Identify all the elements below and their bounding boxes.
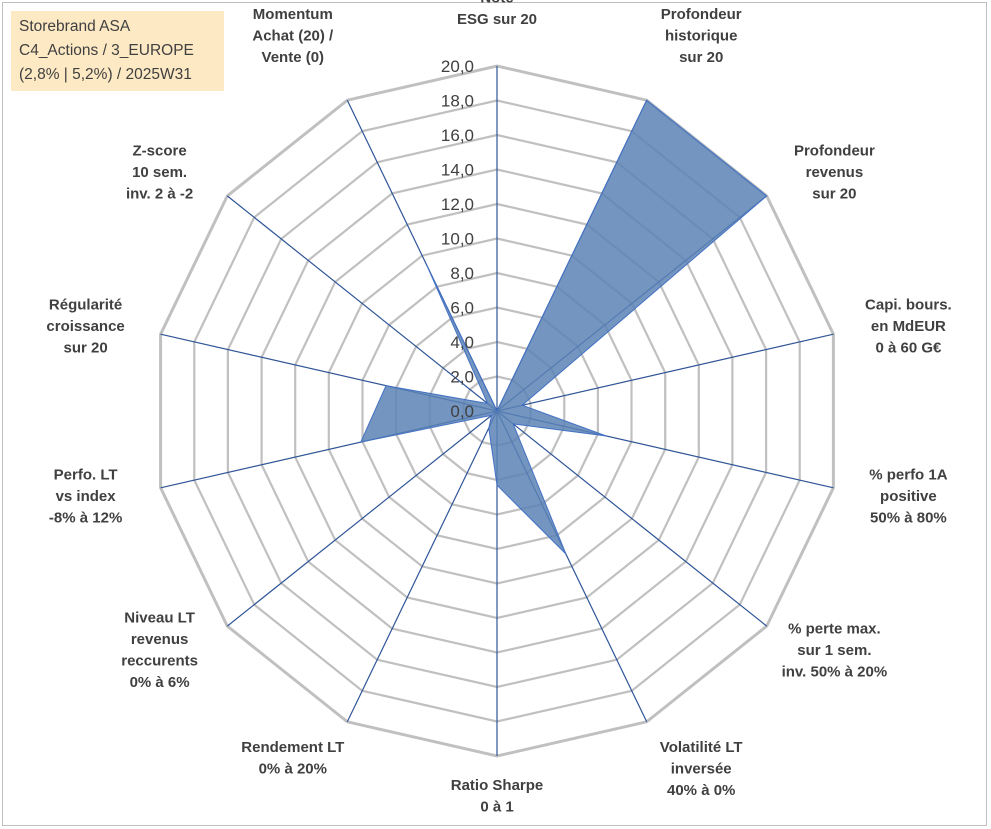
tick-label: 2,0 xyxy=(450,368,474,387)
axis-spoke xyxy=(226,195,498,412)
axis-spoke xyxy=(346,410,498,723)
tick-label: 10,0 xyxy=(441,230,474,249)
axis-label: Profondeur historique sur 20 xyxy=(661,6,742,66)
axis-label: Volatilité LT inversée 40% à 0% xyxy=(660,739,743,799)
axis-label: Capi. bours. en MdEUR 0 à 60 G€ xyxy=(865,296,952,356)
info-period: (2,8% | 5,2%) / 2025W31 xyxy=(19,66,192,83)
info-box: Storebrand ASA C4_Actions / 3_EUROPE (2,… xyxy=(11,11,224,91)
axis-label: % perfo 1A positive 50% à 80% xyxy=(869,467,948,527)
axis-label: Z-score 10 sem. inv. 2 à -2 xyxy=(126,143,193,203)
axis-spoke xyxy=(496,410,768,627)
info-company: Storebrand ASA xyxy=(19,18,131,35)
axis-spoke xyxy=(226,410,498,627)
axis-spoke xyxy=(496,333,834,412)
tick-label: 12,0 xyxy=(441,195,474,214)
tick-label: 6,0 xyxy=(450,299,474,318)
tick-label: 20,0 xyxy=(441,57,474,76)
tick-label: 18,0 xyxy=(441,92,474,111)
tick-label: 16,0 xyxy=(441,126,474,145)
tick-label: 14,0 xyxy=(441,161,474,180)
axis-label: Profondeur revenus sur 20 xyxy=(794,143,875,203)
axis-label: Rendement LT 0% à 20% xyxy=(241,739,344,778)
tick-label: 0,0 xyxy=(450,402,474,421)
axis-label: % perte max. sur 1 sem. inv. 50% à 20% xyxy=(782,620,888,680)
tick-label: 4,0 xyxy=(450,333,474,352)
axis-label: Ratio Sharpe 0 à 1 xyxy=(451,777,544,816)
axis-label: Régularité croissance sur 20 xyxy=(46,296,124,356)
axis-label: NoteESG sur 20 xyxy=(457,0,537,28)
axis-label: Niveau LT revenus reccurents 0% à 6% xyxy=(121,610,198,692)
info-category: C4_Actions / 3_EUROPE xyxy=(19,42,194,59)
axis-label: Momentum Achat (20) / Vente (0) xyxy=(252,6,334,66)
axis-label: Perfo. LT vs index -8% à 12% xyxy=(49,467,122,527)
tick-label: 8,0 xyxy=(450,264,474,283)
